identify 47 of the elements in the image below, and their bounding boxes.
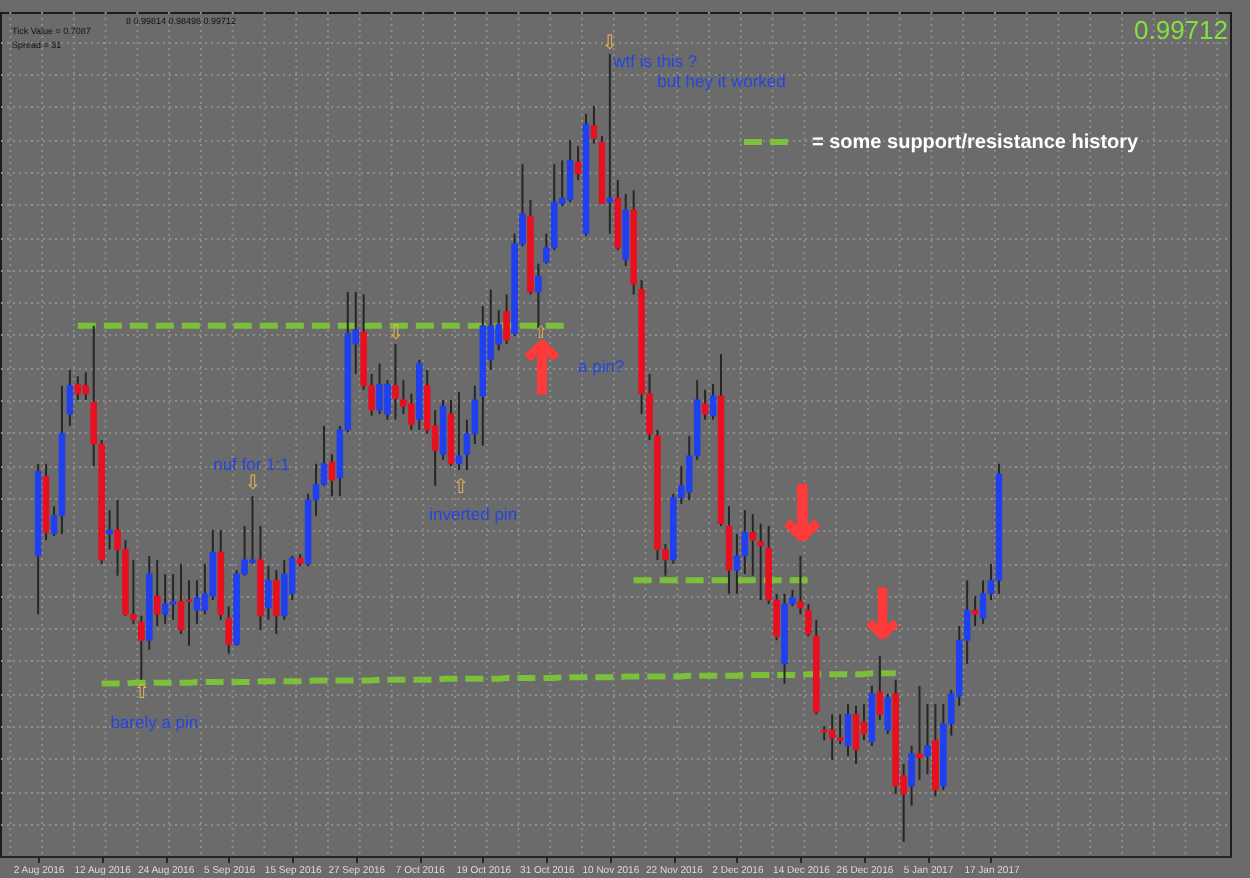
annotation: but hey it worked <box>657 71 787 91</box>
annotation: ⇩ <box>387 322 405 345</box>
candlestick <box>280 558 288 621</box>
candlestick <box>916 684 923 781</box>
annotation: ⇧ <box>452 477 470 500</box>
candlestick <box>860 703 868 742</box>
annotation: ⇩ <box>601 33 619 55</box>
candlestick <box>733 532 741 595</box>
candlestick <box>169 573 177 621</box>
candlestick <box>852 704 860 765</box>
candlestick <box>757 522 765 602</box>
legend-label: = some support/resistance history <box>812 132 1140 154</box>
candlestick <box>161 573 169 625</box>
candlestick <box>606 53 614 235</box>
annotation: ⇧ <box>133 681 151 704</box>
annotation: ↓ <box>770 469 835 558</box>
annotation: ⇩ <box>244 473 262 496</box>
annotation: ↓ <box>853 576 911 657</box>
annotation: barely a pin <box>110 712 199 732</box>
candlestick <box>455 391 463 472</box>
annotation: nuf for 1:1 <box>213 454 291 474</box>
candlestick <box>701 388 709 421</box>
candlestick <box>82 371 90 401</box>
candlestick <box>177 562 185 635</box>
candlestick <box>153 558 161 628</box>
candlestick <box>749 513 757 577</box>
candlestick <box>376 362 383 416</box>
candlestick <box>265 565 272 621</box>
candlestick <box>844 703 852 758</box>
text: 0.99712 <box>1134 15 1228 45</box>
candlestick <box>709 383 717 421</box>
candlestick <box>979 579 987 625</box>
annotation: inverted pin <box>429 504 518 524</box>
candlestick <box>138 614 145 681</box>
candlestick <box>574 145 582 182</box>
candlestick <box>828 713 836 762</box>
annotation: ⇧ <box>533 323 548 344</box>
candlestick <box>185 579 193 647</box>
annotation: a pin? <box>578 356 625 376</box>
annotation: wtf is this ? <box>611 51 698 71</box>
candlestick <box>836 713 844 746</box>
candlestick <box>273 569 280 635</box>
candlestick <box>566 138 574 204</box>
candlestick <box>971 595 979 628</box>
candlestick <box>392 342 399 421</box>
candlestick <box>503 293 510 345</box>
candlestick <box>106 509 113 551</box>
